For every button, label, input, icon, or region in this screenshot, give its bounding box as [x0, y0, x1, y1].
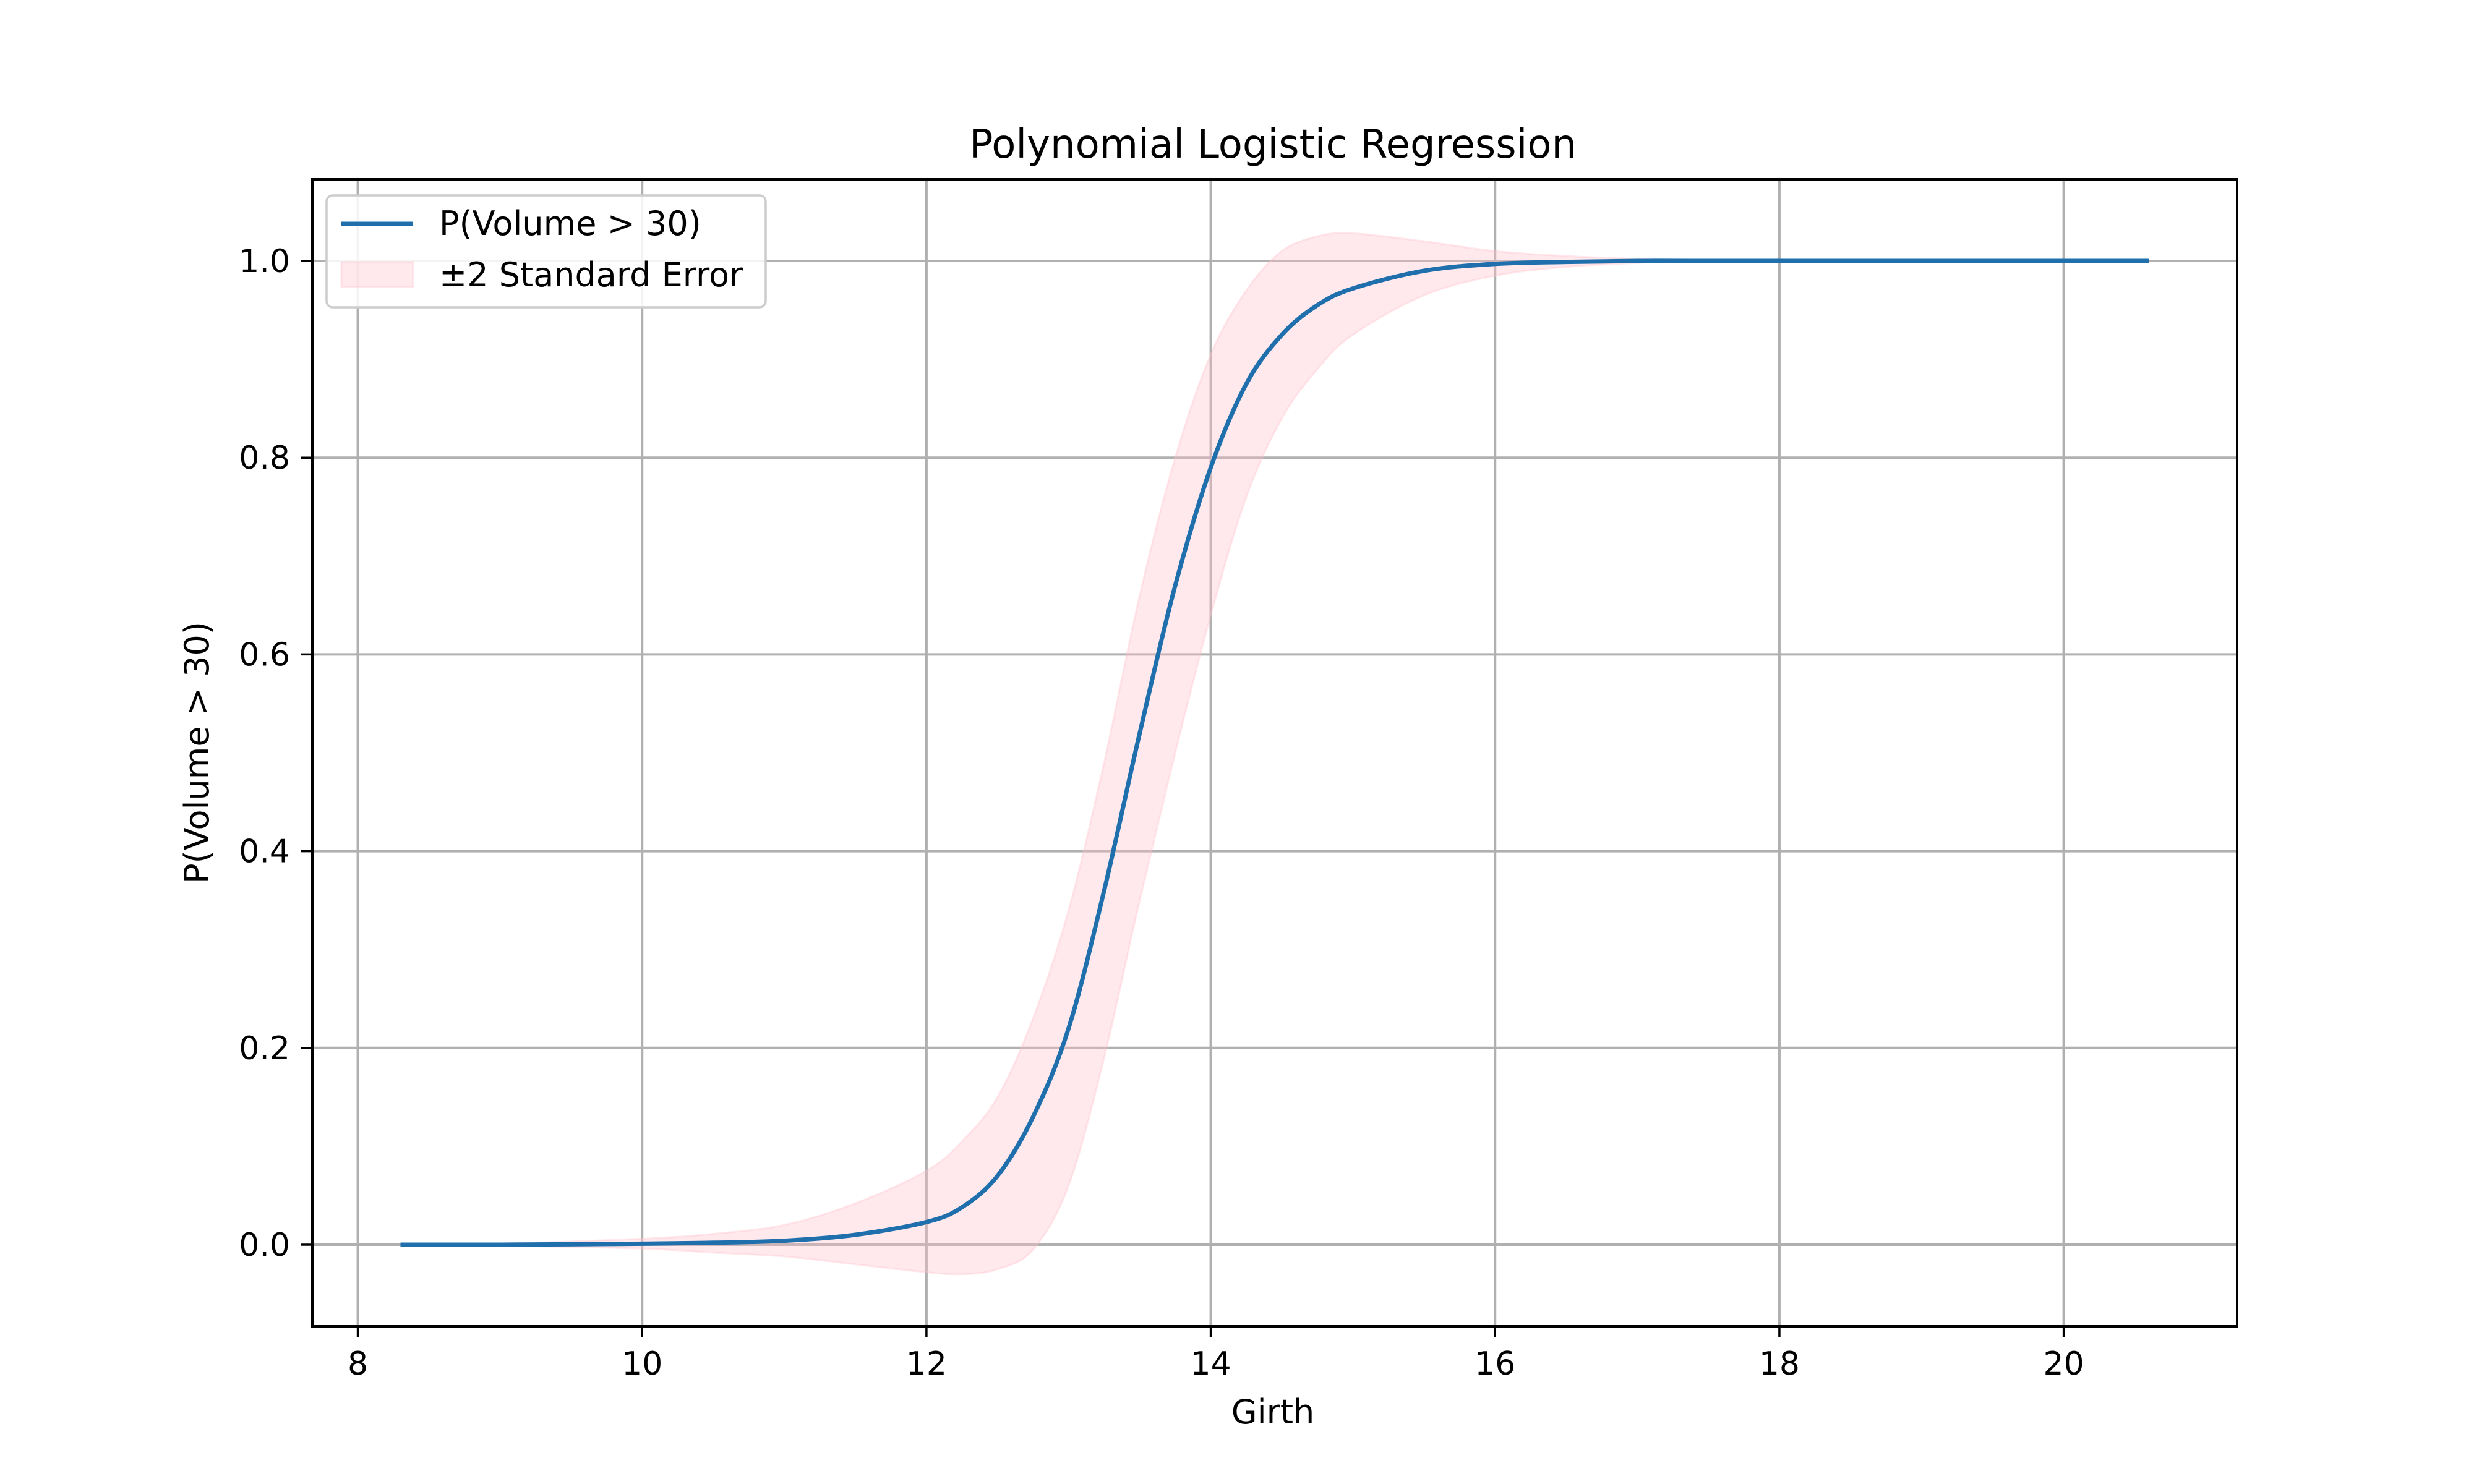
x-tick-label: 12	[906, 1345, 947, 1383]
y-tick-label: 0.8	[239, 440, 290, 477]
x-axis-ticks: 8 10 12 14 16 18 20	[348, 1326, 2084, 1383]
legend-band-swatch	[340, 261, 414, 288]
plot-frame	[311, 178, 2238, 1328]
plot-area	[400, 232, 2149, 1276]
legend: P(Volume > 30) ±2 Standard Error	[325, 194, 767, 309]
probability-line	[400, 258, 2149, 1247]
y-tick-label: 0.2	[239, 1030, 290, 1067]
legend-entry-band: ±2 Standard Error	[439, 255, 743, 294]
legend-entry-line: P(Volume > 30)	[439, 204, 701, 243]
x-tick-label: 20	[2044, 1345, 2084, 1383]
legend-box	[325, 194, 767, 309]
y-tick-label: 0.6	[239, 636, 290, 673]
y-tick-label: 0.0	[239, 1227, 290, 1264]
y-tick-label: 1.0	[239, 243, 290, 280]
x-tick-label: 8	[348, 1345, 368, 1383]
x-tick-label: 14	[1190, 1345, 1231, 1383]
x-tick-label: 10	[622, 1345, 662, 1383]
x-tick-label: 16	[1475, 1345, 1515, 1383]
y-axis-ticks: 0.0 0.2 0.4 0.6 0.8 1.0	[239, 243, 312, 1264]
chart-title: Polynomial Logistic Regression	[969, 122, 1577, 168]
x-tick-label: 18	[1759, 1345, 1800, 1383]
x-axis-label: Girth	[1231, 1392, 1314, 1431]
y-axis-label: P(Volume > 30)	[178, 621, 216, 884]
y-tick-label: 0.4	[239, 834, 290, 871]
